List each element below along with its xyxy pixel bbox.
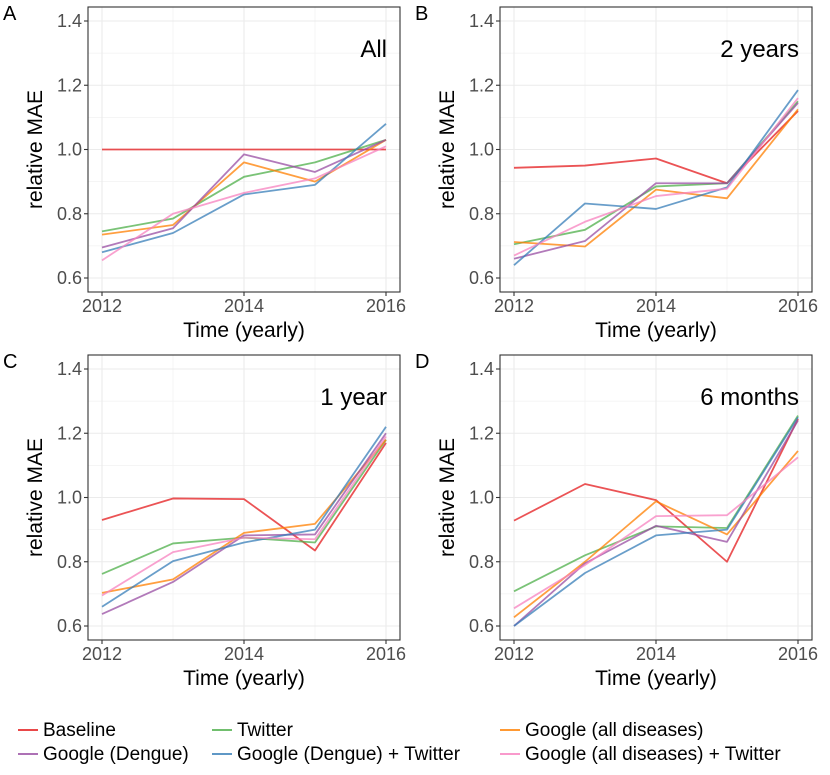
legend-item: Baseline	[18, 720, 116, 741]
x-tick-label: 2012	[494, 296, 534, 316]
panel-c: 0.6 0.8 1.0 1.2 1.4 2012 2014 2016 Time (yearly)…	[3, 351, 406, 690]
panel-title: 2 years	[720, 36, 799, 63]
x-tick-label: 2016	[778, 644, 818, 664]
y-tick-label: 0.8	[57, 204, 82, 224]
y-tick-label: 1.0	[469, 140, 494, 160]
panel-title: All	[360, 36, 387, 63]
y-axis-title: relative MAE	[24, 90, 47, 209]
series-line-google-all-diseases	[513, 108, 799, 248]
y-tick-label: 1.0	[57, 488, 82, 508]
y-axis-title: relative MAE	[436, 90, 459, 209]
y-tick-label: 1.2	[57, 75, 82, 95]
x-axis-title: Time (yearly)	[595, 319, 717, 342]
panel-d: 0.6 0.8 1.0 1.2 1.4 2012 2014 2016 Time (yearly)…	[415, 351, 818, 690]
series-line-google-dengue-twitter	[101, 123, 387, 254]
y-tick-label: 1.0	[469, 488, 494, 508]
x-tick-label: 2012	[82, 296, 122, 316]
x-axis-title: Time (yearly)	[183, 319, 305, 342]
y-tick-label: 1.2	[57, 423, 82, 443]
y-axis-title: relative MAE	[436, 438, 459, 557]
legend-label: Google (Dengue) + Twitter	[237, 744, 461, 765]
x-tick-label: 2014	[224, 296, 264, 316]
y-tick-label: 0.8	[469, 552, 494, 572]
y-tick-label: 0.6	[57, 616, 82, 636]
y-tick-label: 0.6	[57, 268, 82, 288]
legend-item: Google (Dengue) + Twitter	[212, 744, 461, 765]
legend-label: Google (all diseases) + Twitter	[525, 744, 781, 765]
y-axis-title: relative MAE	[24, 438, 47, 557]
series-line-baseline	[101, 442, 387, 552]
series-line-google-all-diseases-twitter	[101, 435, 387, 597]
series-line-google-all-diseases-twitter	[101, 145, 387, 262]
y-tick-label: 0.8	[57, 552, 82, 572]
x-tick-label: 2012	[82, 644, 122, 664]
legend-item: Google (all diseases)	[500, 720, 703, 741]
x-tick-label: 2016	[778, 296, 818, 316]
panel-letter: A	[3, 3, 17, 25]
y-tick-label: 0.6	[469, 268, 494, 288]
y-tick-label: 1.2	[469, 423, 494, 443]
y-tick-label: 1.4	[469, 11, 494, 31]
x-tick-label: 2014	[636, 644, 676, 664]
series-line-baseline	[513, 418, 799, 563]
series-line-google-dengue-twitter	[513, 416, 799, 627]
y-tick-label: 1.2	[469, 75, 494, 95]
y-tick-label: 0.6	[469, 616, 494, 636]
panels-group: 0.6 0.8 1.0 1.2 1.4 2012 2014 2016 Time (yearly)…	[3, 3, 818, 690]
legend-label: Twitter	[237, 720, 294, 741]
y-tick-label: 1.4	[469, 359, 494, 379]
series-line-twitter	[101, 139, 387, 233]
y-tick-label: 0.8	[469, 204, 494, 224]
panel-b: 0.6 0.8 1.0 1.2 1.4 2012 2014 2016 Time (yearly)…	[415, 3, 818, 342]
panel-title: 6 months	[700, 384, 799, 411]
legend: Baseline Twitter Google (all diseases) Goog…	[18, 720, 781, 765]
y-tick-label: 1.4	[57, 359, 82, 379]
panel-letter: D	[415, 351, 429, 373]
y-tick-label: 1.4	[57, 11, 82, 31]
legend-label: Google (all diseases)	[525, 720, 703, 741]
series-line-google-dengue	[513, 419, 799, 627]
y-tick-label: 1.0	[57, 140, 82, 160]
x-tick-label: 2016	[366, 296, 406, 316]
legend-item: Google (all diseases) + Twitter	[500, 744, 781, 765]
x-tick-label: 2012	[494, 644, 534, 664]
series-line-google-all-diseases-twitter	[513, 97, 799, 257]
x-axis-title: Time (yearly)	[595, 667, 717, 690]
x-tick-label: 2014	[636, 296, 676, 316]
series-line-google-dengue-twitter	[101, 426, 387, 608]
series-line-google-dengue	[101, 432, 387, 615]
legend-item: Google (Dengue)	[18, 744, 189, 765]
panel-a: 0.6 0.8 1.0 1.2 1.4 2012 2014 2016 Time (yearly)…	[3, 3, 406, 342]
legend-label: Baseline	[43, 720, 116, 741]
panel-letter: B	[415, 3, 428, 25]
x-tick-label: 2014	[224, 644, 264, 664]
series-line-google-all-diseases-twitter	[513, 456, 799, 610]
series-line-google-dengue	[101, 139, 387, 249]
panel-title: 1 year	[320, 384, 387, 411]
panel-letter: C	[3, 351, 17, 373]
x-tick-label: 2016	[366, 644, 406, 664]
series-line-google-dengue-twitter	[513, 89, 799, 266]
legend-label: Google (Dengue)	[43, 744, 189, 765]
legend-item: Twitter	[212, 720, 294, 741]
x-axis-title: Time (yearly)	[183, 667, 305, 690]
